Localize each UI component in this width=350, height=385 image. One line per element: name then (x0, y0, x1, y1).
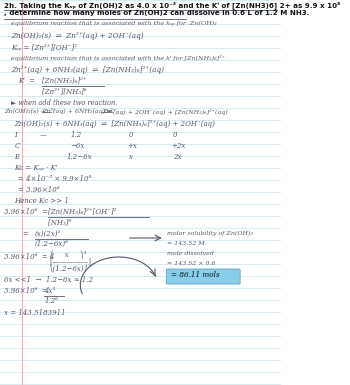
Text: 4x³: 4x³ (44, 287, 55, 295)
Text: (aq) + 6NH₃(aq) ⇒: (aq) + 6NH₃(aq) ⇒ (53, 109, 114, 114)
Text: ⎜―――――⎟: ⎜―――――⎟ (50, 258, 92, 266)
Text: [Zn²⁺][NH₃]⁶: [Zn²⁺][NH₃]⁶ (42, 87, 86, 95)
Text: Zn²⁺: Zn²⁺ (42, 109, 56, 114)
Text: , determine how many moles of Zn(OH)2 can dissolve in 0.6 L of 1.2 M NH3.: , determine how many moles of Zn(OH)2 ca… (4, 10, 309, 16)
Text: = 4×10⁻³ × 9.9×10⁸: = 4×10⁻³ × 9.9×10⁸ (18, 175, 91, 183)
Text: equilibrium reaction that is associated with the kⁱ for [Zn(NH₃)₆]²⁺: equilibrium reaction that is associated … (11, 55, 225, 61)
Text: 1.2: 1.2 (71, 131, 82, 139)
Text: Zn(OH)₂(s)  ⇌  Zn²⁺(aq) + 2OH⁻(aq): Zn(OH)₂(s) ⇌ Zn²⁺(aq) + 2OH⁻(aq) (11, 32, 144, 40)
Text: Hence Kᴄ >> 1: Hence Kᴄ >> 1 (14, 197, 69, 205)
Text: −6x: −6x (71, 142, 85, 150)
Text: x = 143.5183911: x = 143.5183911 (4, 309, 66, 317)
Text: 2h. Taking the Kₛₚ of Zn(OH)2 as 4.0 x 10⁻³ and the Kⁱ of [Zn(NH3)6] 2+ as 9.9 x: 2h. Taking the Kₛₚ of Zn(OH)2 as 4.0 x 1… (4, 1, 340, 9)
Text: —: — (40, 131, 47, 139)
Text: ► when add these two reaction.: ► when add these two reaction. (11, 99, 118, 107)
Text: = 143.52 × 0.6: = 143.52 × 0.6 (167, 261, 216, 266)
Text: 1.2⁶: 1.2⁶ (44, 297, 58, 305)
Text: (1.2−6x)⁶: (1.2−6x)⁶ (35, 240, 68, 248)
Text: I: I (14, 131, 17, 139)
Text: [Zn(NH₃)₆]²⁺[OH⁻]²: [Zn(NH₃)₆]²⁺[OH⁻]² (48, 208, 117, 216)
Text: molar solubility of Zn(OH)₂: molar solubility of Zn(OH)₂ (167, 231, 253, 236)
Text: (aq) + 2OH⁻(aq) + [Zn(NH₃)₆]²⁺(aq): (aq) + 2OH⁻(aq) + [Zn(NH₃)₆]²⁺(aq) (113, 109, 228, 115)
Text: 0: 0 (128, 131, 133, 139)
Text: 3.96×10⁶  = 4: 3.96×10⁶ = 4 (4, 253, 55, 261)
Text: Zn²⁺: Zn²⁺ (102, 109, 116, 114)
Text: Zn(OH)₂(s) + 6NH₃(aq)  ⇌  [Zn(NH₃)₆]²⁺(aq) + 2OH⁻(aq): Zn(OH)₂(s) + 6NH₃(aq) ⇌ [Zn(NH₃)₆]²⁺(aq)… (14, 120, 215, 128)
Text: 6x <<1  →  1.2−6x ≈ 1.2: 6x <<1 → 1.2−6x ≈ 1.2 (4, 276, 93, 284)
Text: Kⁱ  =: Kⁱ = (18, 77, 35, 85)
Text: Kᴄ = Kₛₚ · Kⁱ: Kᴄ = Kₛₚ · Kⁱ (14, 164, 58, 172)
Text: ⎛     x     ⎞³: ⎛ x ⎞³ (50, 251, 86, 259)
Text: [NH₃]⁶: [NH₃]⁶ (48, 218, 71, 226)
Text: ⎝(1.2−6x)⎠: ⎝(1.2−6x)⎠ (50, 265, 88, 273)
Text: C: C (14, 142, 20, 150)
Text: 3.96×10⁶  =: 3.96×10⁶ = (4, 208, 48, 216)
Text: = 86.11 mols: = 86.11 mols (171, 271, 220, 279)
Text: =: = (22, 230, 28, 238)
FancyBboxPatch shape (166, 269, 240, 284)
Text: 2x: 2x (173, 153, 181, 161)
Text: 1.2−6x: 1.2−6x (66, 153, 92, 161)
Text: (x)(2x)²: (x)(2x)² (35, 230, 61, 238)
Text: x: x (129, 153, 133, 161)
Text: 3.96×10⁶  =: 3.96×10⁶ = (4, 287, 48, 295)
Text: mole dissolved: mole dissolved (167, 251, 214, 256)
Text: [Zn(NH₃)₆]²⁺: [Zn(NH₃)₆]²⁺ (42, 77, 86, 85)
Text: E: E (14, 153, 20, 161)
Text: Zn²⁺(aq) + 6NH₃(aq)  ⇌  [Zn(NH₃)₆]²⁺(aq): Zn²⁺(aq) + 6NH₃(aq) ⇌ [Zn(NH₃)₆]²⁺(aq) (11, 66, 164, 74)
Text: Kₛₚ = [Zn²⁺][OH⁻]²: Kₛₚ = [Zn²⁺][OH⁻]² (11, 44, 77, 52)
Text: equilibrium reaction that is associated with the kₛₚ for  Zn(OH)₂: equilibrium reaction that is associated … (11, 21, 217, 26)
Text: Zn(OH)₂(s) +: Zn(OH)₂(s) + (4, 109, 48, 114)
Text: +x: +x (127, 142, 137, 150)
Text: = 143.52 M: = 143.52 M (167, 241, 205, 246)
Text: = 3.96×10⁶: = 3.96×10⁶ (18, 186, 59, 194)
Text: +2x: +2x (171, 142, 186, 150)
Text: 0: 0 (173, 131, 177, 139)
